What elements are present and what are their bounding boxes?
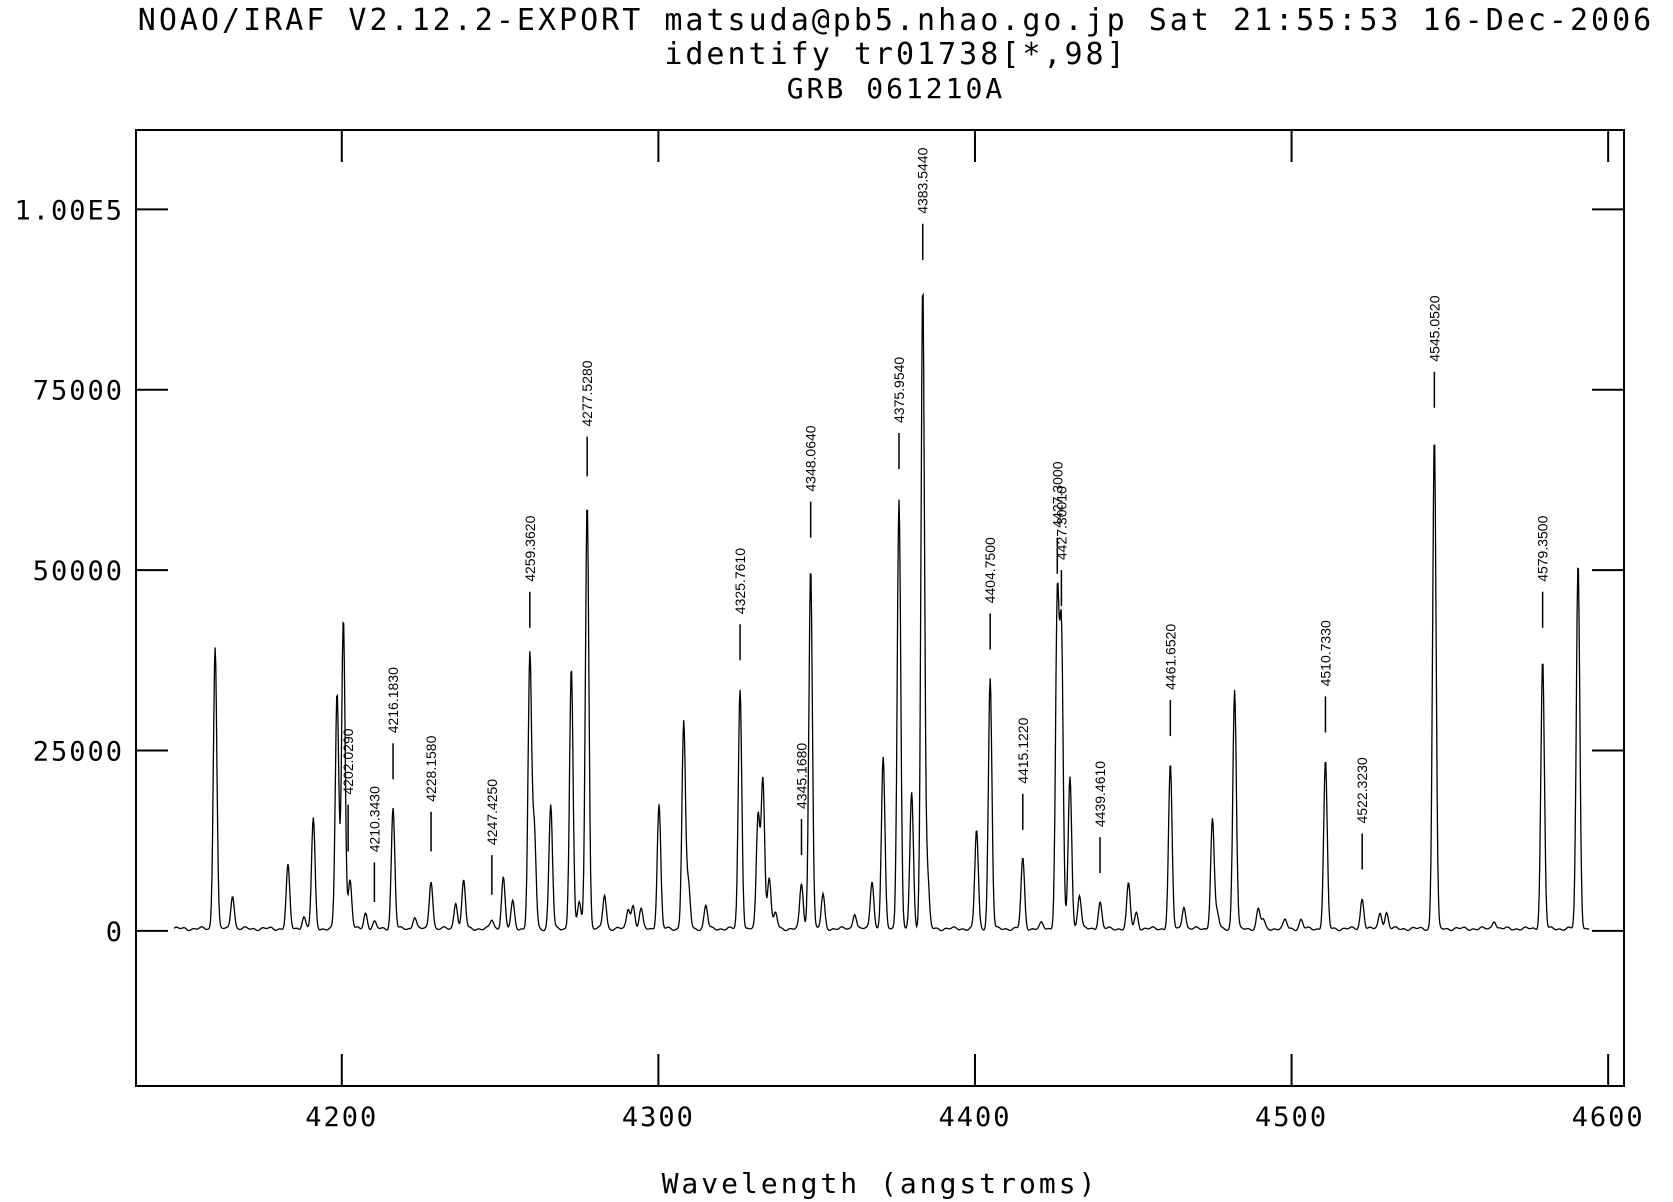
id-label: 4216.1830 (385, 667, 401, 733)
chart-header-system: NOAO/IRAF V2.12.2-EXPORT matsuda@pb5.nha… (138, 3, 1654, 38)
x-tick-label: 4600 (1572, 1102, 1645, 1133)
id-label: 4202.0290 (340, 728, 356, 794)
id-label: 4375.9540 (891, 357, 907, 423)
id-label: 4404.7500 (982, 537, 998, 603)
y-tick-label: 25000 (33, 736, 124, 767)
id-label: 4259.3620 (522, 515, 538, 581)
id-label: 4579.3500 (1535, 515, 1551, 581)
x-tick-label: 4300 (622, 1102, 695, 1133)
id-label: 4522.3230 (1354, 757, 1370, 823)
x-axis-label: Wavelength (angstroms) (662, 1167, 1099, 1200)
id-label: 4427.3000 (1049, 461, 1065, 527)
id-label: 4325.7610 (732, 548, 748, 614)
id-label: 4461.6520 (1162, 624, 1178, 690)
id-label: 4228.1580 (423, 735, 439, 801)
id-label: 4348.0640 (803, 425, 819, 491)
id-label: 4345.1680 (794, 743, 810, 809)
id-label: 4383.5440 (915, 147, 931, 213)
x-tick-label: 4500 (1255, 1102, 1328, 1133)
y-tick-label: 0 (106, 917, 124, 948)
chart-title: GRB 061210A (787, 72, 1005, 105)
id-label: 4439.4610 (1092, 761, 1108, 827)
y-tick-label: 75000 (33, 376, 124, 407)
id-label: 4427.30010 (1053, 486, 1069, 560)
y-tick-label: 1.00E5 (14, 195, 124, 226)
x-tick-label: 4200 (305, 1102, 378, 1133)
id-label: 4510.7330 (1318, 620, 1334, 686)
y-axis: 0 25000 50000 75000 1.00E5 (14, 195, 1624, 948)
id-label: 4415.1220 (1015, 717, 1031, 783)
y-tick-label: 50000 (33, 556, 124, 587)
x-tick-label: 4400 (938, 1102, 1011, 1133)
spectrum-line (173, 292, 1590, 932)
id-label: 4247.4250 (484, 779, 500, 845)
id-label: 4277.5280 (579, 360, 595, 426)
id-label: 4545.0520 (1426, 295, 1442, 361)
x-axis: 4200 4300 4400 4500 4600 (305, 130, 1645, 1133)
identified-lines: 4202.0290 4210.3430 4216.1830 4228.1580 4247… (340, 147, 1551, 903)
id-label: 4210.3430 (366, 786, 382, 852)
plot-frame (135, 129, 1625, 1087)
chart-header-command: identify tr01738[*,98] (664, 37, 1127, 72)
